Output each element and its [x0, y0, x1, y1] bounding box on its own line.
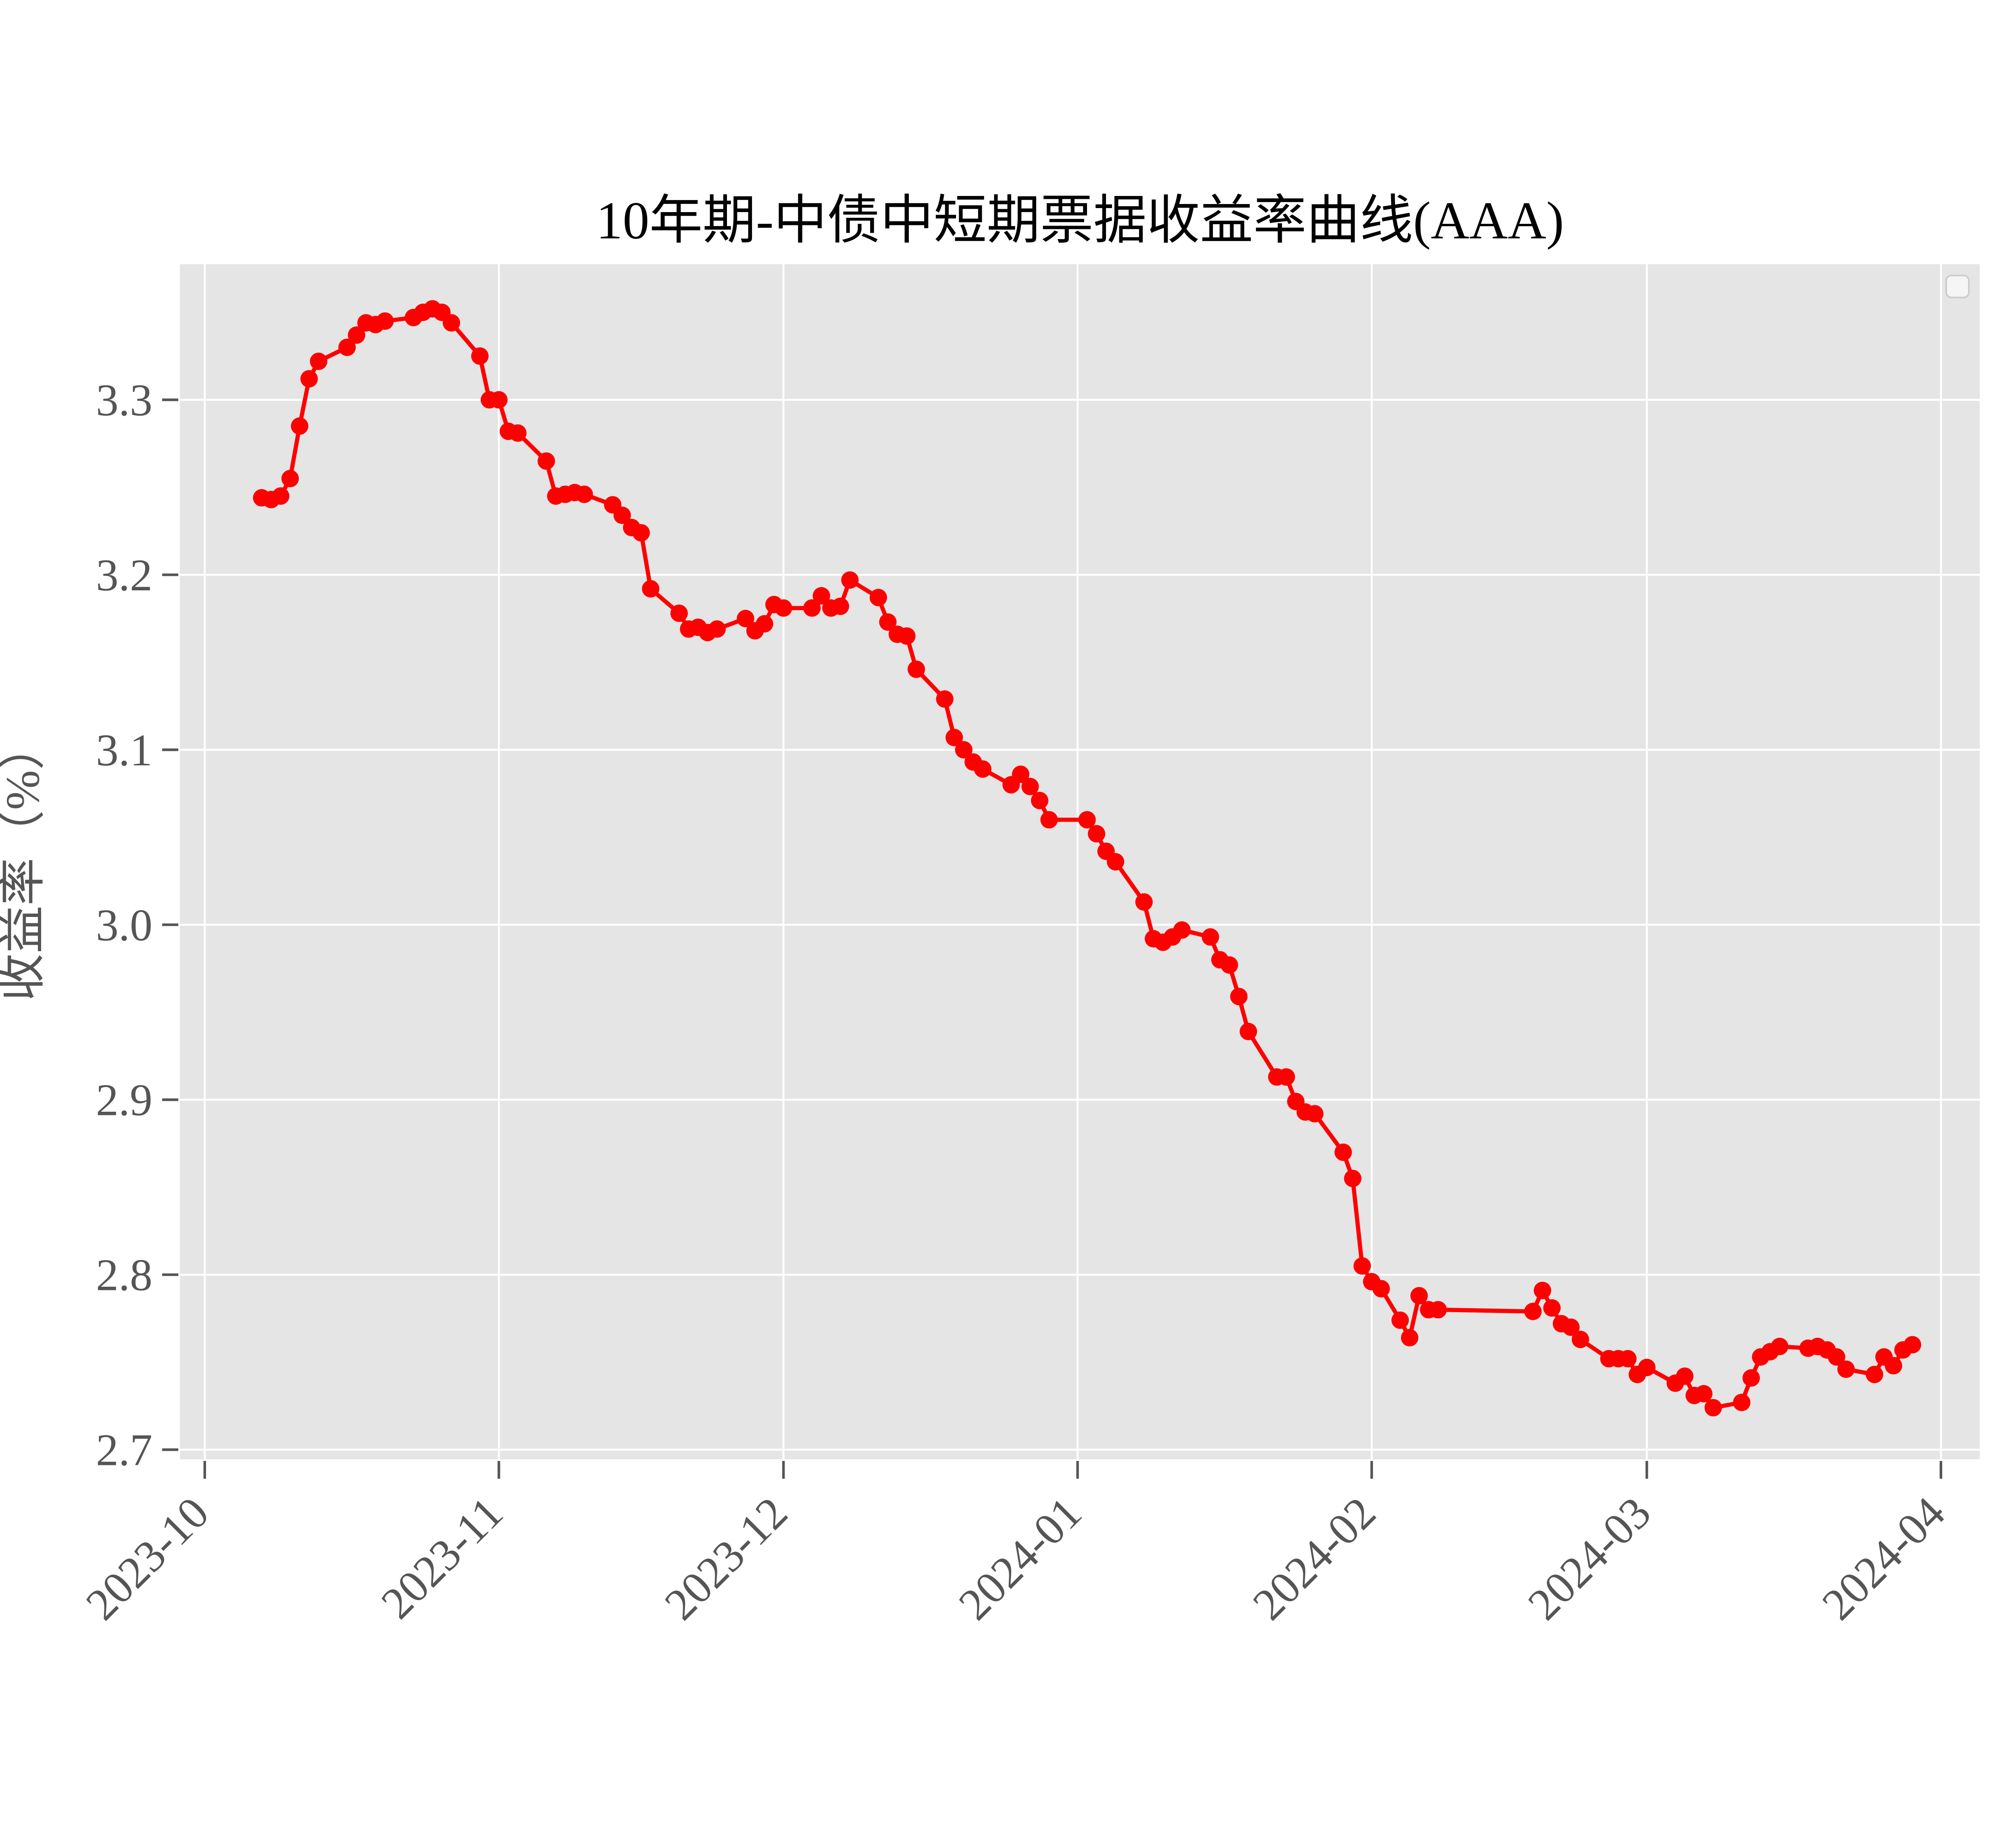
- data-point: [348, 326, 365, 344]
- data-point: [1771, 1338, 1789, 1355]
- y-tick-label: 2.9: [96, 1075, 152, 1125]
- data-point: [955, 741, 973, 759]
- data-point: [1344, 1169, 1362, 1188]
- data-point: [1619, 1350, 1637, 1368]
- data-point: [708, 620, 726, 638]
- data-point: [898, 627, 916, 645]
- y-tick-label: 3.2: [96, 550, 152, 600]
- data-point: [281, 470, 299, 488]
- y-tick-label: 2.7: [96, 1425, 152, 1475]
- data-point: [1220, 956, 1238, 974]
- data-point: [1866, 1365, 1883, 1384]
- data-point: [1031, 792, 1049, 809]
- y-tick-label: 3.1: [96, 725, 152, 775]
- gridlines: [180, 264, 1980, 1460]
- data-point: [1695, 1385, 1713, 1402]
- legend-box: [1945, 275, 1970, 298]
- x-tick-label: 2024-01: [949, 1488, 1091, 1629]
- data-point: [831, 597, 849, 615]
- x-tick-label: 2023-11: [372, 1488, 512, 1628]
- data-point: [442, 314, 460, 332]
- data-point: [300, 370, 318, 388]
- data-point: [1524, 1302, 1542, 1320]
- data-point: [907, 661, 925, 678]
- data-point: [1277, 1068, 1295, 1086]
- y-tick-label: 3.0: [96, 900, 152, 950]
- data-point: [1230, 988, 1248, 1005]
- data-point: [803, 599, 821, 617]
- x-tick-label: 2023-12: [655, 1488, 797, 1629]
- data-point: [1828, 1348, 1845, 1366]
- y-axis-label: 收益率（%）: [0, 722, 49, 1001]
- data-point: [1885, 1357, 1902, 1375]
- data-point: [1533, 1281, 1552, 1299]
- chart-title: 10年期-中债中短期票据收益率曲线(AAA): [596, 191, 1564, 250]
- data-point: [310, 352, 327, 370]
- data-point: [1543, 1299, 1561, 1317]
- data-point: [537, 452, 555, 470]
- data-point: [1742, 1369, 1760, 1387]
- data-point: [1107, 853, 1125, 871]
- data-point: [1837, 1360, 1855, 1378]
- data-point: [670, 604, 688, 622]
- data-point: [1306, 1105, 1324, 1123]
- data-point: [338, 338, 356, 356]
- data-point: [812, 587, 830, 605]
- data-point: [1334, 1143, 1352, 1161]
- data-point: [1135, 893, 1153, 911]
- data-point: [936, 690, 954, 708]
- data-point: [1021, 777, 1039, 796]
- data-point: [775, 599, 792, 617]
- data-point: [471, 347, 489, 365]
- data-point: [291, 417, 308, 435]
- data-point: [737, 610, 754, 627]
- y-tick-label: 3.3: [96, 375, 152, 425]
- data-point: [1733, 1394, 1751, 1411]
- data-point: [575, 485, 593, 503]
- data-point: [869, 589, 887, 606]
- data-point: [1372, 1280, 1390, 1298]
- data-point: [1638, 1359, 1656, 1376]
- data-point: [1391, 1311, 1409, 1329]
- data-point: [632, 524, 650, 542]
- data-point: [1704, 1399, 1722, 1417]
- data-point: [1410, 1287, 1428, 1304]
- x-tick-label: 2024-04: [1813, 1488, 1955, 1629]
- data-point: [613, 506, 631, 524]
- data-point: [841, 571, 859, 589]
- data-point: [1012, 765, 1030, 783]
- y-tick-label: 2.8: [96, 1250, 152, 1300]
- data-point: [946, 729, 963, 746]
- data-series: [253, 300, 1921, 1417]
- data-point: [879, 613, 897, 631]
- data-point: [376, 312, 394, 330]
- data-point: [490, 391, 508, 409]
- data-point: [1676, 1367, 1694, 1385]
- data-point: [1572, 1331, 1589, 1348]
- data-point: [974, 760, 991, 778]
- data-point: [1040, 811, 1058, 829]
- plot-area: [180, 264, 1980, 1460]
- data-point: [272, 487, 289, 505]
- data-point: [1401, 1329, 1418, 1347]
- data-point: [1078, 811, 1096, 829]
- data-point: [642, 580, 660, 598]
- data-point: [1353, 1257, 1371, 1275]
- data-point: [1173, 921, 1191, 939]
- data-point: [1088, 825, 1106, 843]
- x-tick-label: 2023-10: [77, 1488, 219, 1629]
- data-point: [1429, 1301, 1447, 1319]
- x-tick-label: 2024-03: [1518, 1488, 1660, 1629]
- data-point: [1239, 1023, 1257, 1040]
- x-tick-label: 2024-02: [1243, 1488, 1385, 1629]
- data-point: [1202, 928, 1219, 946]
- data-point: [509, 424, 527, 442]
- data-point: [1562, 1318, 1580, 1336]
- data-point: [1904, 1336, 1921, 1354]
- data-point: [756, 615, 773, 633]
